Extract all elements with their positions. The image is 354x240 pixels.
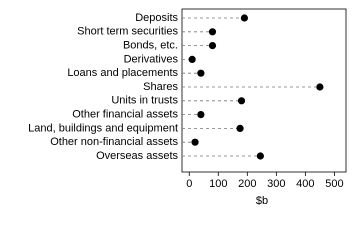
dot: [191, 138, 199, 146]
x-tick-label: 0: [186, 178, 192, 190]
y-category-label: Other non-financial assets: [50, 136, 178, 148]
x-axis-label: $b: [256, 195, 268, 207]
x-tick-label: 200: [238, 178, 256, 190]
dot: [208, 42, 217, 50]
y-category-label: Overseas assets: [96, 150, 178, 162]
chart: $b 0 100 200 300 400 500 Deposits Short term se…: [28, 8, 347, 207]
dot: [197, 69, 205, 77]
dot: [237, 97, 246, 105]
x-tick-label: 300: [267, 178, 285, 190]
dot: [240, 14, 249, 22]
y-category-label: Shares: [143, 81, 178, 93]
y-category-label: Deposits: [135, 12, 178, 24]
x-tick-label: 400: [296, 178, 314, 190]
y-category-label: Short term securities: [77, 26, 178, 38]
x-tick-label: 100: [209, 178, 227, 190]
dot: [197, 111, 205, 119]
dot: [236, 124, 244, 132]
y-category-label: Units in trusts: [111, 95, 178, 107]
y-category-label: Bonds, etc.: [123, 40, 178, 52]
dot: [316, 83, 324, 91]
dot: [188, 55, 196, 64]
y-category-label: Derivatives: [124, 53, 179, 65]
plot-frame: [181, 8, 347, 173]
y-category-label: Other financial assets: [72, 109, 178, 121]
dot: [256, 152, 264, 160]
y-category-label: Land, buildings and equipment: [28, 122, 178, 134]
y-category-label: Loans and placements: [67, 67, 178, 79]
dot: [208, 28, 217, 36]
x-tick-label: 500: [325, 178, 343, 190]
